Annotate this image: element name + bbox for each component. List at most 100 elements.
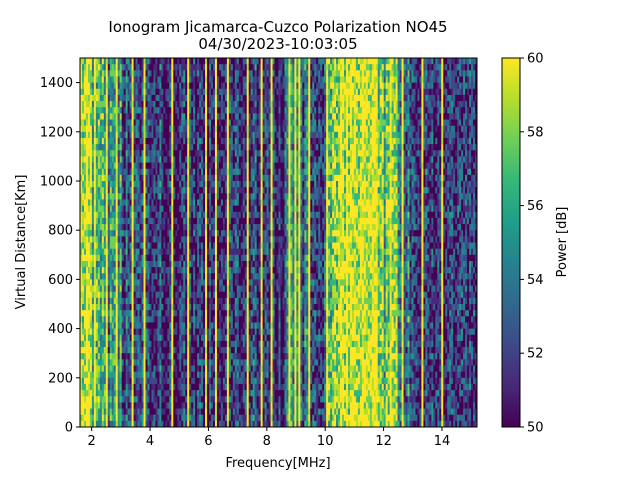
heatmap-cell [115,137,119,145]
heatmap-cell [99,230,103,237]
heatmap-cell [157,383,160,391]
heatmap-cell [167,310,170,317]
heatmap-cell [211,304,214,311]
heatmap-cell [207,248,210,256]
heatmap-cell [105,107,109,114]
heatmap-cell [87,365,91,373]
heatmap-cell [107,181,111,188]
heatmap-cell [214,242,218,250]
heatmap-cell [236,174,240,182]
heatmap-cell [81,94,85,102]
heatmap-cell [232,199,236,206]
heatmap-cell [161,94,164,102]
heatmap-cell [163,322,166,329]
heatmap-cell [207,340,210,348]
heatmap-cell [99,174,103,182]
heatmap-cell [103,211,107,219]
heatmap-cell [80,273,83,280]
heatmap-cell [121,150,125,157]
heatmap-cell [119,340,123,348]
heatmap-cell [131,408,134,416]
heatmap-cell [83,297,87,305]
heatmap-cell [139,304,142,311]
heatmap-cell [93,174,97,182]
heatmap-cell [103,236,107,243]
heatmap-cell [222,365,226,373]
heatmap-cell [187,359,190,366]
heatmap-cell [189,236,192,243]
heatmap-cell [230,144,234,151]
heatmap-cell [234,328,238,336]
heatmap-cell [157,328,160,336]
heatmap-cell [125,242,129,250]
heatmap-cell [224,217,228,225]
heatmap-cell [238,137,242,145]
heatmap-cell [205,181,208,188]
heatmap-cell [117,230,121,237]
heatmap-cell [236,88,240,96]
heatmap-cell [161,82,164,90]
heatmap-cell [145,420,148,428]
heatmap-cell [101,371,105,379]
heatmap-cell [171,334,174,342]
heatmap-cell [183,365,186,373]
heatmap-cell [129,199,133,206]
heatmap-cell [121,402,125,409]
heatmap-cell [173,144,176,151]
heatmap-cell [205,150,208,157]
heatmap-cell [117,94,121,102]
heatmap-cell [145,131,148,139]
heatmap-cell [91,82,95,90]
heatmap-cell [147,359,150,366]
heatmap-cell [230,187,234,194]
heatmap-cell [218,310,222,317]
heatmap-cell [105,340,109,348]
heatmap-cell [81,408,85,416]
heatmap-cell [107,396,111,403]
heatmap-cell [242,340,246,348]
heatmap-cell [203,217,206,225]
heatmap-cell [121,224,125,231]
heatmap-cell [80,119,83,127]
heatmap-cell [141,107,144,114]
heatmap-cell [159,371,162,379]
heatmap-cell [107,365,111,373]
heatmap-cell [185,310,188,317]
heatmap-cell [213,131,216,139]
heatmap-cell [85,156,89,163]
heatmap-cell [165,414,168,422]
heatmap-cell [95,137,99,145]
heatmap-cell [189,267,192,274]
heatmap-cell [187,193,190,200]
heatmap-cell [105,279,109,286]
heatmap-cell [133,328,136,336]
heatmap-cell [123,390,127,397]
heatmap-cell [197,304,200,311]
heatmap-cell [185,168,188,176]
heatmap-cell [218,181,222,188]
heatmap-cell [183,113,186,120]
heatmap-cell [169,260,172,268]
heatmap-cell [135,371,138,379]
heatmap-cell [161,205,164,213]
heatmap-cell [234,279,238,286]
heatmap-cell [103,414,107,422]
heatmap-cell [133,205,136,213]
heatmap-cell [157,359,160,366]
heatmap-cell [203,94,206,102]
heatmap-cell [109,187,113,194]
heatmap-cell [101,260,105,268]
heatmap-cell [175,187,178,194]
heatmap-cell [209,420,212,428]
heatmap-cell [181,94,184,102]
heatmap-cell [226,113,230,120]
heatmap-cell [137,316,140,323]
heatmap-cell [203,211,206,219]
heatmap-cell [119,181,123,188]
heatmap-cell [149,347,152,354]
heatmap-cell [240,174,244,182]
heatmap-cell [187,340,190,348]
heatmap-cell [173,383,176,391]
heatmap-cell [157,322,160,329]
heatmap-cell [179,131,182,139]
